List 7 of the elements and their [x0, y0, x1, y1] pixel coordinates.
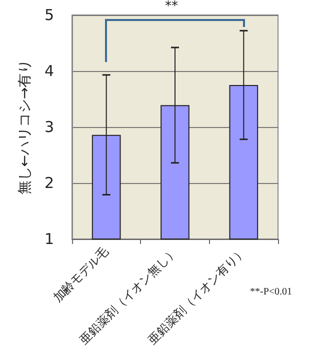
y-axis-title: 無し←ハリコシ→有り: [17, 59, 33, 195]
text: **-P<0.01: [250, 286, 292, 298]
y-tick-label: 2: [44, 174, 54, 192]
y-tick-label: 5: [44, 6, 54, 24]
y-tick-label: 4: [44, 62, 54, 80]
y-tick-label: 3: [44, 118, 54, 136]
text: **: [165, 0, 178, 14]
